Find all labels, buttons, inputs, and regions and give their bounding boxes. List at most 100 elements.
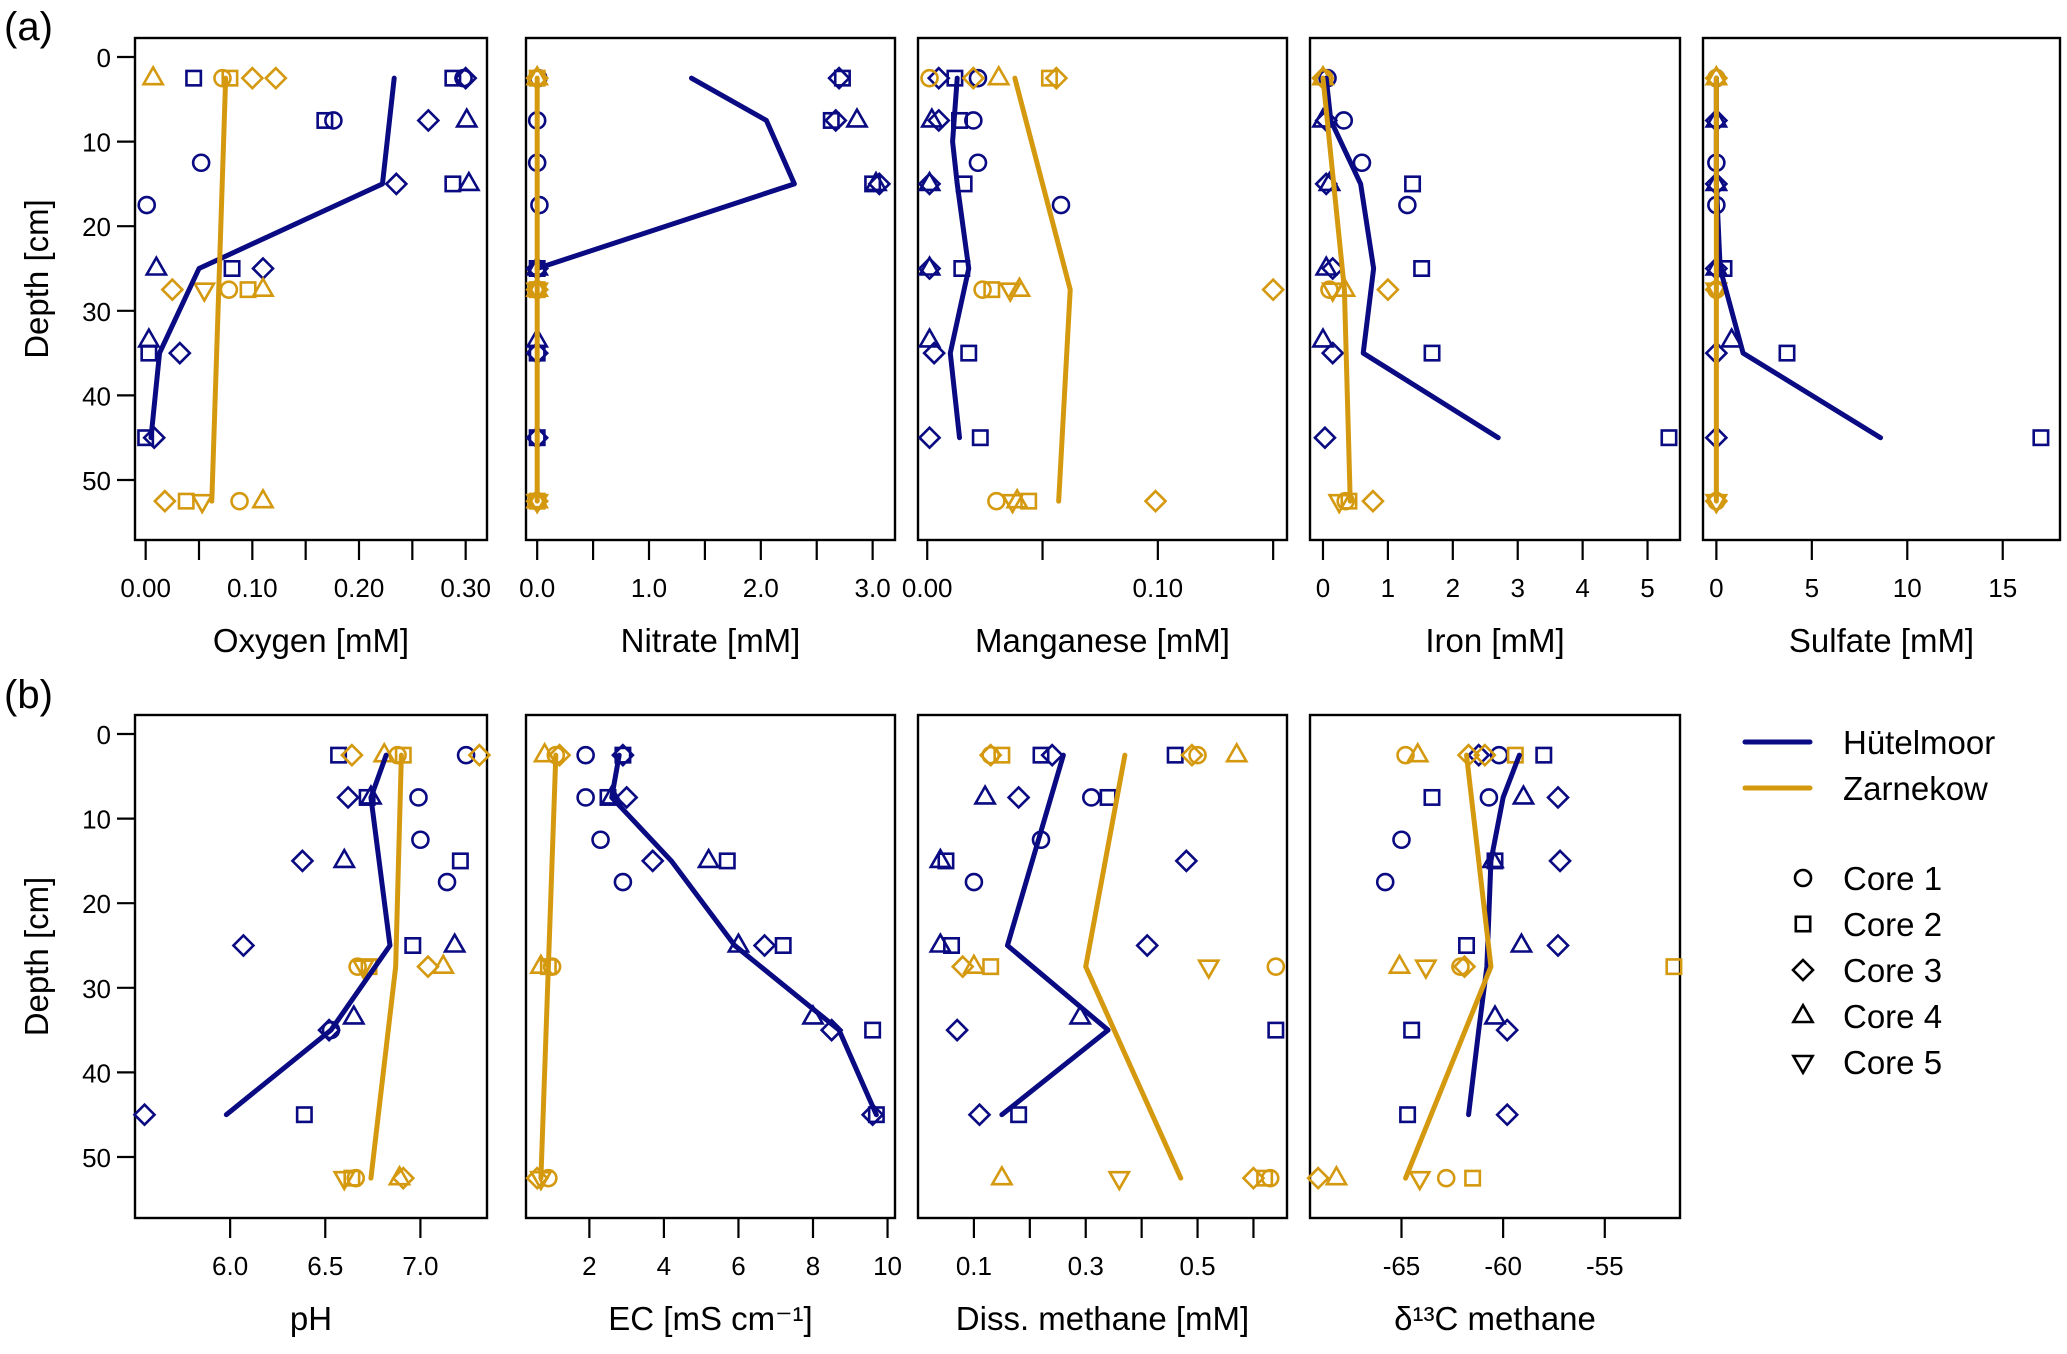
mean-line-zarnekow (1403, 752, 1494, 1181)
data-point-core-2 (1660, 429, 1678, 447)
mean-line-hutelmoor (148, 75, 397, 441)
data-point-core-2 (1099, 788, 1117, 806)
data-point-core-4 (990, 1164, 1014, 1186)
legend-label-hutelmoor: Hütelmoor (1843, 724, 1995, 761)
data-point-core-1 (964, 111, 983, 130)
x-tick-label: 15 (1988, 573, 2017, 603)
y-tick-label: 30 (82, 297, 111, 327)
series-hutelmoor (576, 743, 885, 1127)
x-tick-label: 10 (873, 1251, 902, 1281)
data-point-core-1 (591, 830, 610, 850)
data-point-core-2 (451, 852, 469, 870)
data-point-core-1 (230, 491, 249, 511)
x-tick-label: 0.00 (120, 573, 171, 603)
data-point-core-4 (251, 276, 275, 297)
data-point-core-2 (1535, 746, 1553, 764)
mean-line-hutelmoor (999, 752, 1111, 1118)
x-tick-label: 0.0 (519, 573, 555, 603)
data-point-core-1 (1375, 872, 1395, 892)
data-point-core-3 (860, 1102, 885, 1127)
legend-marker-triangle-down (1791, 1054, 1815, 1076)
x-tick-label: 8 (806, 1251, 820, 1281)
data-point-core-4 (341, 1003, 366, 1025)
data-point-core-1 (411, 830, 430, 850)
data-point-core-3 (1174, 849, 1199, 873)
data-point-core-3 (823, 108, 848, 133)
data-point-core-2 (223, 259, 241, 277)
mean-line-hutelmoor (223, 752, 393, 1118)
data-point-core-1 (542, 957, 562, 976)
data-point-core-2 (444, 175, 462, 193)
data-point-core-3 (967, 1102, 992, 1127)
x-tick-label: 1.0 (631, 573, 667, 603)
x-axis-title: δ¹³C methane (1394, 1300, 1596, 1337)
data-point-core-1 (1334, 111, 1354, 130)
data-point-core-2 (718, 852, 736, 870)
data-point-core-2 (1464, 1169, 1482, 1187)
data-point-core-2 (864, 1021, 882, 1039)
data-point-core-2 (330, 746, 348, 764)
y-tick-label: 20 (82, 212, 111, 242)
mean-line-hutelmoor (1466, 752, 1522, 1118)
data-point-core-5 (1107, 1170, 1132, 1192)
data-point-core-2 (177, 492, 195, 510)
legend-marker-triangle-up (1791, 1002, 1815, 1024)
data-point-core-4 (251, 487, 275, 509)
data-point-core-4 (917, 255, 942, 276)
panel-label-a: (a) (4, 5, 53, 49)
data-point-core-1 (1051, 195, 1071, 215)
data-point-core-3 (467, 743, 492, 767)
data-point-core-3 (132, 1102, 157, 1127)
data-point-core-1 (409, 788, 428, 807)
data-point-core-2 (1010, 1106, 1028, 1124)
plot-frame (916, 36, 1289, 542)
legend-marker-square (1794, 915, 1812, 933)
plot-frame (1701, 36, 2062, 542)
data-point-core-4 (431, 953, 456, 974)
data-point-core-3 (926, 66, 951, 90)
x-tick-label: 0.20 (334, 573, 385, 603)
data-point-core-3 (231, 933, 256, 958)
data-point-core-3 (1472, 743, 1497, 767)
data-point-core-3 (1361, 489, 1385, 513)
data-point-core-1 (576, 788, 595, 807)
plot-frame (916, 713, 1289, 1220)
series-zarnekow (920, 64, 1286, 515)
data-point-core-3 (416, 108, 441, 133)
data-point-core-2 (295, 1106, 313, 1124)
data-point-core-3 (917, 256, 942, 281)
data-point-core-5 (192, 282, 217, 304)
data-point-core-3 (1548, 849, 1572, 873)
data-point-core-3 (1143, 489, 1168, 513)
data-point-core-2 (982, 958, 1000, 976)
legend-label-core: Core 3 (1843, 952, 1942, 989)
series-zarnekow (950, 741, 1286, 1192)
data-point-core-2 (2032, 429, 2050, 447)
data-point-core-4 (696, 847, 721, 869)
x-tick-label: 0.3 (1068, 1251, 1104, 1281)
data-point-core-4 (1007, 276, 1032, 297)
x-axis-title: Sulfate [mM] (1789, 622, 1974, 659)
data-point-core-3 (1044, 66, 1069, 90)
data-point-core-3 (416, 954, 440, 979)
panel-ph: 0 10 20 30 40 50 Depth [cm] 6.0 6.5 7.0 pH (18, 713, 492, 1337)
data-point-core-3 (1040, 743, 1065, 767)
x-tick-label: 0.10 (227, 573, 278, 603)
data-point-core-2 (1423, 344, 1441, 362)
data-point-core-1 (920, 68, 939, 88)
y-tick-label: 0 (97, 720, 111, 750)
data-point-core-4 (962, 953, 986, 974)
x-tick-label: 2 (1446, 573, 1460, 603)
data-point-core-1 (987, 491, 1006, 511)
data-point-core-3 (251, 256, 275, 281)
data-point-core-2 (316, 111, 334, 129)
data-point-core-2 (1413, 259, 1431, 277)
x-tick-label: 6.0 (212, 1251, 248, 1281)
x-axis-title: Manganese [mM] (975, 622, 1230, 659)
data-point-core-3 (867, 172, 892, 196)
series-zarnekow (141, 64, 288, 515)
mean-line-zarnekow (538, 752, 559, 1181)
legend-label-core: Core 4 (1843, 998, 1942, 1035)
data-point-core-4 (986, 64, 1011, 86)
data-point-core-3 (1452, 954, 1477, 979)
